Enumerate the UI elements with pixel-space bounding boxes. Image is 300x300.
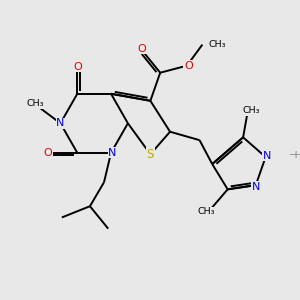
Text: ─H: ─H (290, 151, 300, 160)
Text: CH₃: CH₃ (208, 40, 226, 49)
Text: O: O (44, 148, 52, 158)
Text: O: O (73, 61, 82, 71)
Text: O: O (184, 61, 193, 71)
Text: O: O (138, 44, 146, 54)
Text: N: N (252, 182, 260, 191)
Text: N: N (263, 151, 271, 160)
Text: CH₃: CH₃ (27, 99, 44, 108)
Text: CH₃: CH₃ (243, 106, 260, 115)
Text: N: N (108, 148, 117, 158)
Text: S: S (147, 148, 154, 161)
Text: CH₃: CH₃ (198, 207, 215, 216)
Text: N: N (56, 118, 64, 128)
